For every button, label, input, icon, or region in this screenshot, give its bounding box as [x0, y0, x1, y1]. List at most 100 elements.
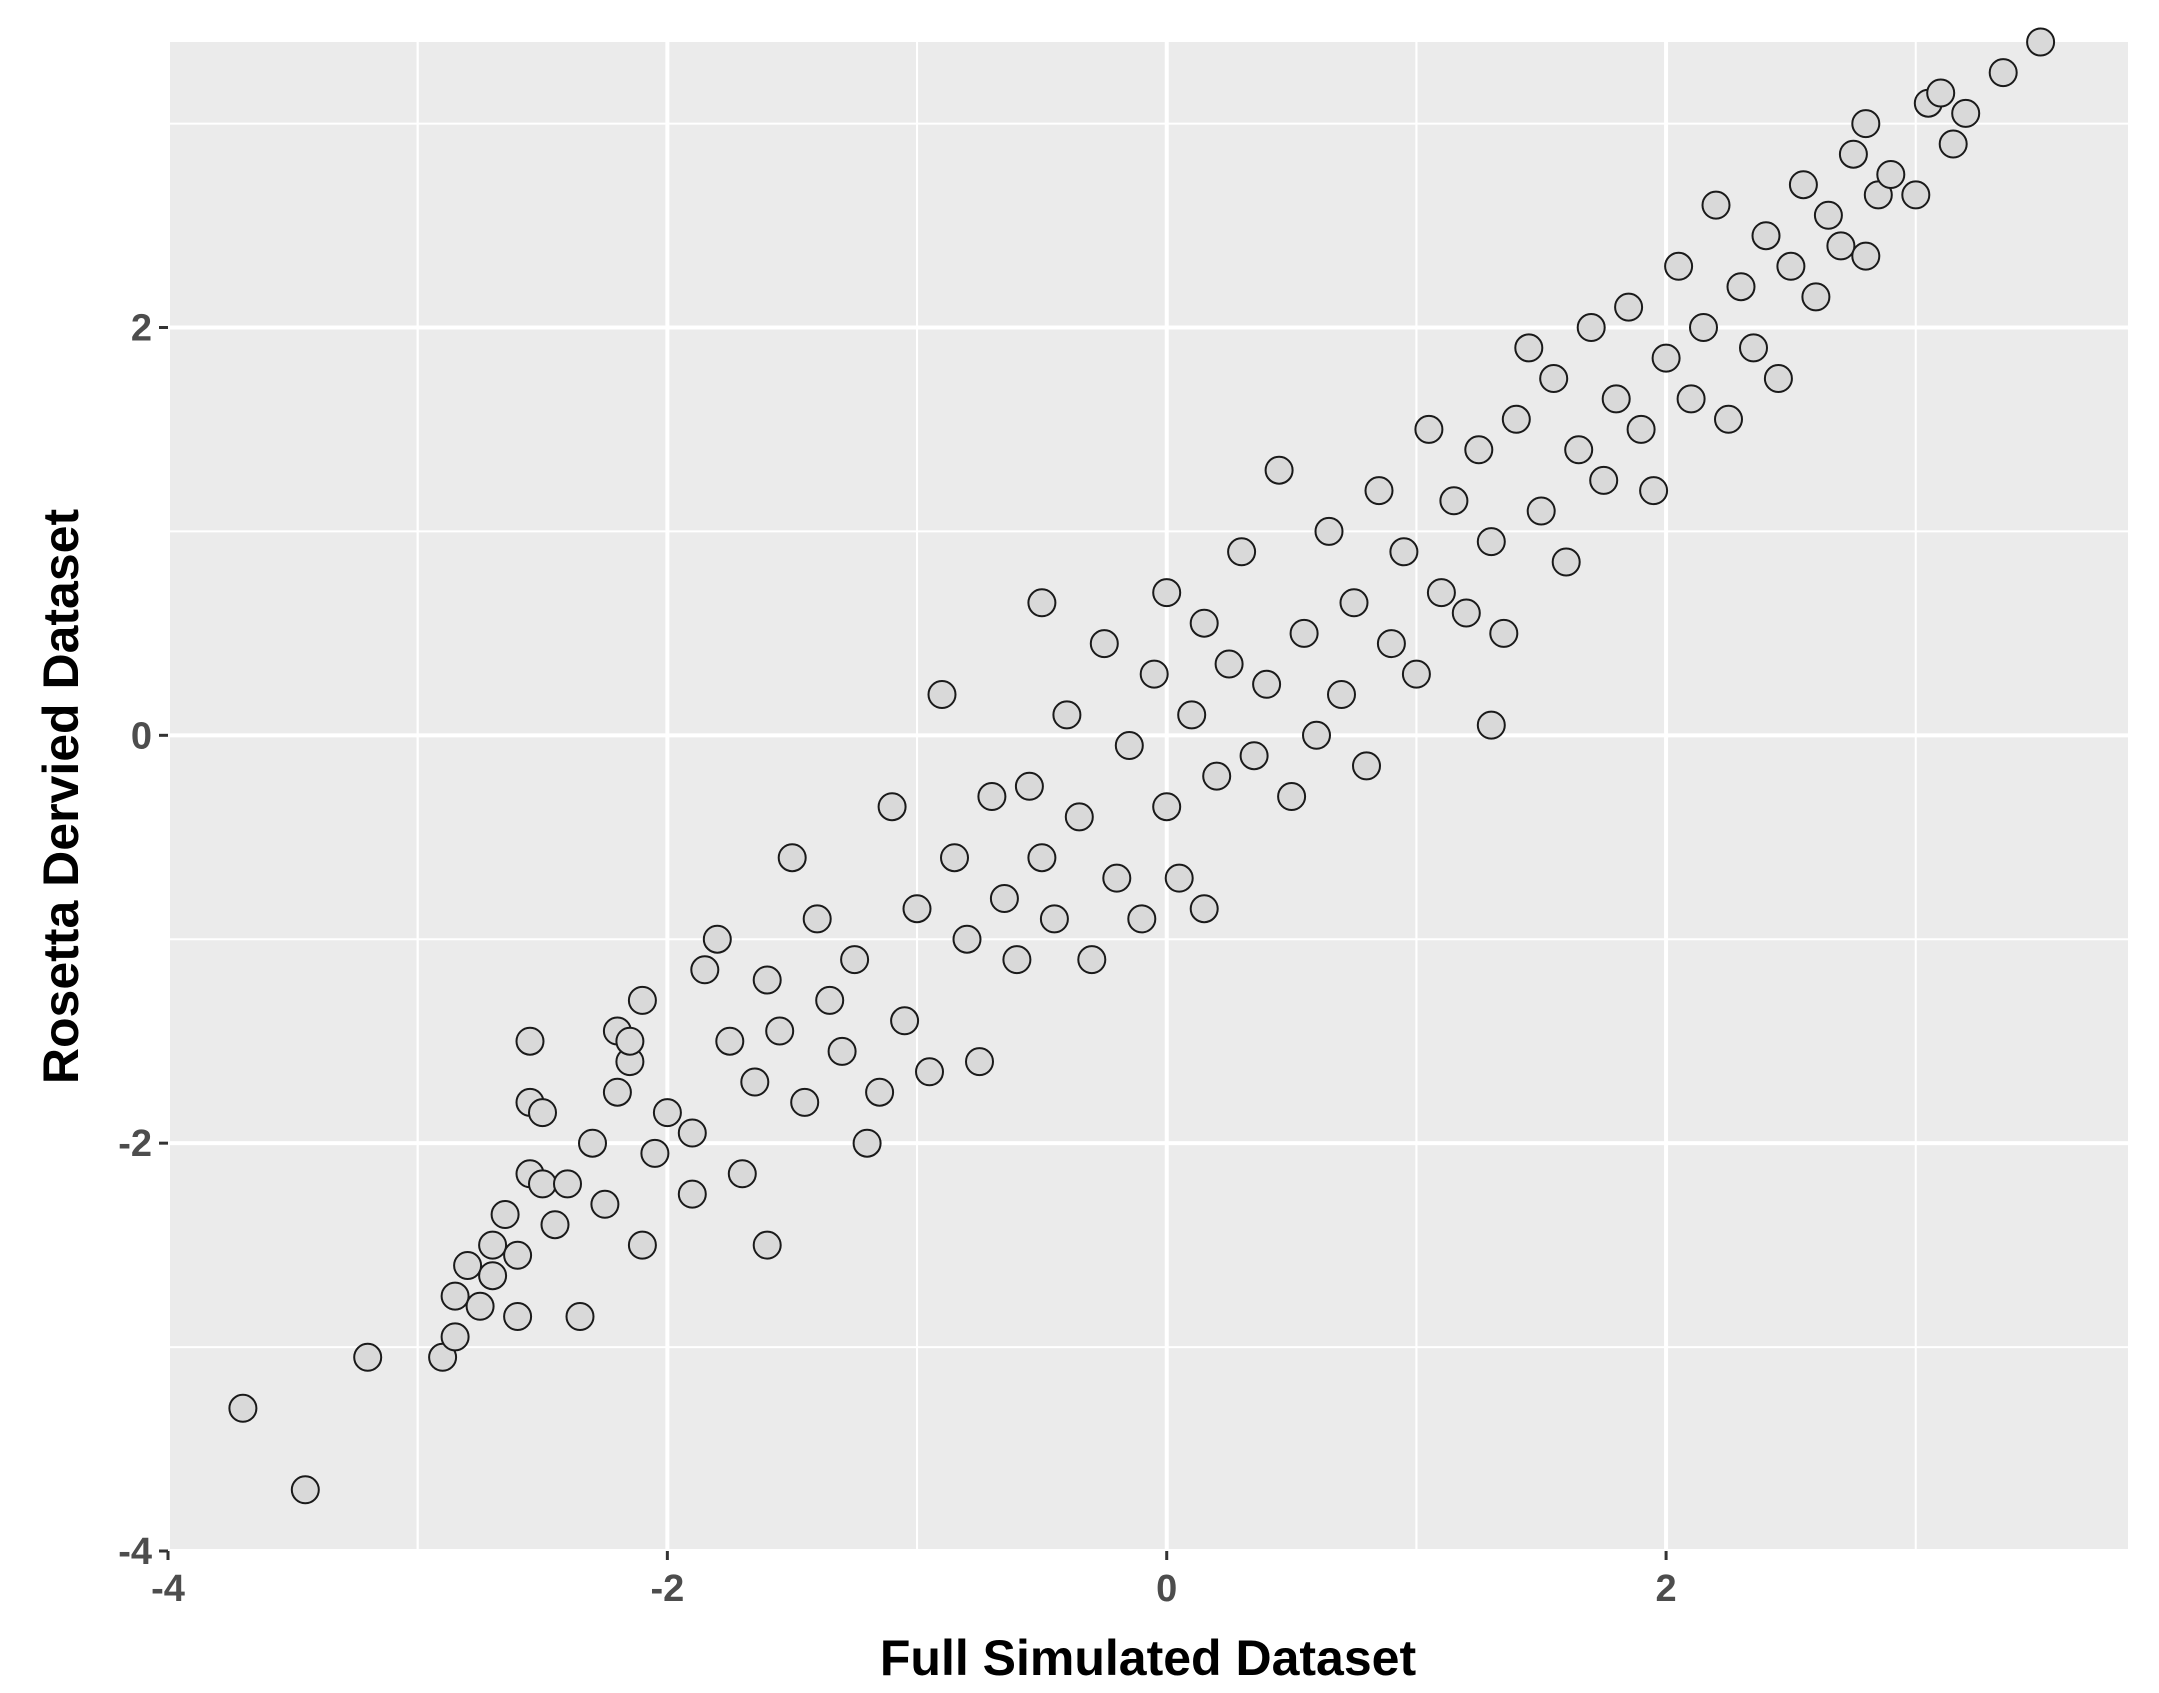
data-point — [752, 1230, 782, 1260]
data-point — [702, 924, 732, 954]
data-point — [602, 1077, 632, 1107]
data-point — [740, 1067, 770, 1097]
data-point — [790, 1087, 820, 1117]
data-point — [777, 843, 807, 873]
data-point — [528, 1169, 557, 1199]
data-point — [677, 1118, 707, 1148]
data-point — [490, 1200, 520, 1229]
data-point — [1489, 618, 1519, 648]
data-point — [1027, 843, 1057, 873]
data-point — [1576, 313, 1606, 342]
data-point — [503, 1240, 533, 1270]
data-point — [1664, 251, 1694, 281]
data-point — [827, 1036, 857, 1066]
data-point — [1476, 527, 1506, 557]
data-point — [852, 1128, 882, 1158]
data-point — [1189, 894, 1219, 924]
data-point — [1039, 904, 1069, 934]
data-point — [465, 1291, 495, 1321]
plot-panel — [168, 42, 2128, 1551]
data-point — [677, 1179, 707, 1209]
data-point — [1214, 649, 1244, 679]
data-point — [1014, 771, 1044, 801]
data-point — [1289, 618, 1319, 648]
data-point — [1352, 751, 1381, 781]
x-tick-label: -4 — [151, 1568, 185, 1610]
data-point — [353, 1342, 383, 1372]
data-point — [765, 1016, 795, 1046]
data-point — [965, 1047, 994, 1077]
data-point — [1102, 863, 1132, 893]
data-point — [1651, 343, 1681, 373]
data-point — [1139, 659, 1169, 689]
data-point — [752, 965, 782, 995]
data-point — [590, 1189, 620, 1219]
data-point — [1801, 282, 1831, 312]
data-point — [1426, 578, 1456, 608]
data-point — [890, 1006, 920, 1036]
data-point — [1464, 435, 1494, 465]
data-point — [627, 985, 657, 1015]
data-point — [1414, 414, 1444, 444]
data-point — [715, 1026, 745, 1056]
data-point — [1601, 384, 1631, 414]
data-point — [1202, 761, 1232, 791]
data-point — [578, 1128, 607, 1158]
data-point — [1476, 710, 1506, 740]
data-point — [478, 1261, 508, 1291]
data-point — [877, 792, 907, 822]
data-point — [1763, 364, 1793, 393]
data-point — [1164, 863, 1194, 893]
y-axis: -4 -2 0 2 — [118, 307, 168, 1573]
data-point — [453, 1251, 483, 1280]
data-point — [1089, 629, 1119, 659]
data-point — [1851, 109, 1881, 139]
x-tick-label: 2 — [1656, 1568, 1677, 1610]
data-point — [652, 1098, 682, 1128]
data-point — [290, 1475, 320, 1505]
data-point — [1676, 384, 1706, 414]
data-point — [553, 1169, 582, 1199]
data-point — [802, 904, 832, 934]
data-point — [528, 1098, 557, 1128]
data-point — [815, 985, 845, 1015]
x-tick-label: -2 — [650, 1568, 684, 1610]
data-point — [1401, 659, 1431, 689]
x-axis: -4 -2 0 2 — [151, 1551, 1677, 1610]
major-gridlines — [166, 42, 2128, 1553]
data-point — [1701, 190, 1731, 220]
data-point — [1152, 792, 1182, 822]
data-point — [1551, 547, 1581, 577]
data-point — [1177, 700, 1207, 730]
data-point — [1339, 588, 1369, 618]
data-point — [1514, 333, 1544, 363]
data-point — [540, 1210, 570, 1240]
data-point — [1751, 221, 1781, 251]
data-point — [1564, 435, 1594, 465]
data-point — [1302, 720, 1331, 750]
data-point — [1626, 414, 1656, 444]
data-point — [865, 1077, 895, 1107]
data-point — [989, 884, 1019, 913]
data-point — [1776, 251, 1806, 281]
y-axis-title: Rosetta Dervied Dataset — [33, 509, 89, 1085]
data-point — [440, 1322, 470, 1352]
data-point — [1539, 364, 1569, 393]
data-point — [1252, 669, 1282, 699]
data-point — [1826, 231, 1856, 261]
data-point — [1526, 496, 1556, 526]
data-point — [915, 1057, 944, 1087]
data-point — [1152, 578, 1182, 608]
data-point — [927, 680, 957, 709]
data-point — [1639, 476, 1669, 506]
y-tick-label: -4 — [118, 1531, 152, 1573]
data-point — [690, 955, 720, 985]
x-tick-label: 0 — [1156, 1568, 1177, 1610]
data-point — [1327, 680, 1356, 709]
data-point — [1189, 608, 1219, 638]
data-point — [565, 1302, 595, 1331]
data-point — [1851, 241, 1881, 271]
data-point — [1614, 292, 1644, 322]
x-axis-title: Full Simulated Dataset — [880, 1630, 1417, 1686]
